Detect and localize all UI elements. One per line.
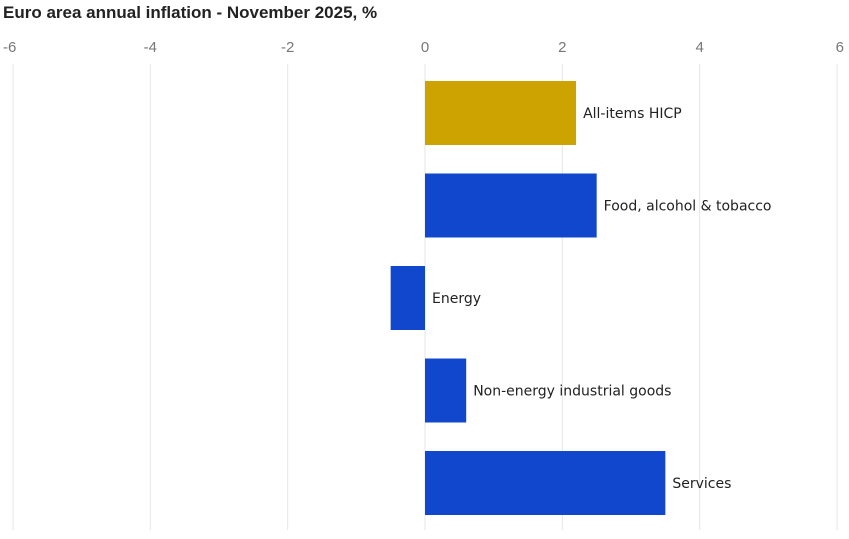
bar-labels: All-items HICP Food, alcohol & tobacco Ene… [432,106,772,492]
x-tick-label: -4 [144,39,157,56]
bars [390,81,666,515]
bar [390,266,425,330]
bar-label: Food, alcohol & tobacco [604,199,772,215]
bar [425,451,666,515]
bar [425,81,577,145]
bar-label: Energy [432,291,481,307]
bar [425,173,597,238]
x-axis-ticks: -6 -4 -2 0 2 4 6 [3,39,844,56]
bar-label: All-items HICP [583,106,682,122]
chart-title: Euro area annual inflation - November 20… [3,3,378,22]
bar-label: Services [672,476,731,492]
bar-label: Non-energy industrial goods [473,384,671,400]
x-tick-label: 6 [836,39,844,56]
x-tick-label: 4 [695,39,703,56]
x-tick-label: -6 [3,39,16,56]
bar [425,358,467,423]
x-tick-label: 2 [558,39,566,56]
x-tick-label: -2 [281,39,294,56]
x-tick-label: 0 [421,39,429,56]
